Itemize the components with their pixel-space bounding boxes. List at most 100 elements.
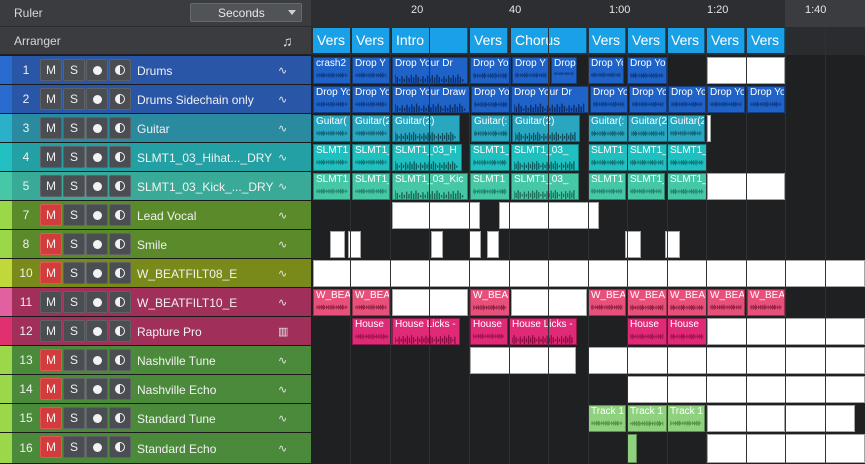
empty-clip[interactable] — [785, 405, 855, 432]
track-name[interactable]: Lead Vocal — [137, 208, 197, 223]
audio-clip[interactable]: Guitar( — [313, 115, 351, 142]
audio-clip[interactable]: Drop Yo — [551, 57, 577, 84]
arranger-section[interactable]: Chorus — [511, 28, 587, 53]
audio-clip[interactable]: Drop Yo — [707, 86, 745, 113]
track-header[interactable]: 12 M S Rapture Pro ▥ — [0, 317, 311, 346]
audio-clip[interactable]: Guitar(2 — [628, 115, 668, 142]
audio-clip[interactable]: SLMT1_03_Kic — [392, 173, 468, 200]
audio-clip[interactable]: Drop Your Dr — [511, 86, 589, 113]
monitor-button[interactable] — [109, 262, 131, 284]
arranger-section[interactable]: Vers — [747, 28, 785, 53]
solo-button[interactable]: S — [63, 175, 85, 197]
solo-button[interactable]: S — [63, 407, 85, 429]
midi-clip[interactable]: House Licks - — [392, 318, 460, 345]
audio-clip[interactable]: Drop Yo — [313, 86, 351, 113]
track-header[interactable]: 13 M S Nashville Tune ∿ — [0, 346, 311, 375]
solo-button[interactable]: S — [63, 204, 85, 226]
track-name[interactable]: Smile — [137, 237, 168, 252]
mute-button[interactable]: M — [40, 146, 62, 168]
mute-button[interactable]: M — [40, 407, 62, 429]
audio-clip[interactable]: SLMT1_03_ — [511, 173, 579, 200]
mute-button[interactable]: M — [40, 59, 62, 81]
arranger-section[interactable]: Vers — [628, 28, 666, 53]
mute-button[interactable]: M — [40, 204, 62, 226]
track-color-strip[interactable] — [0, 143, 12, 171]
track-name[interactable]: W_BEATFILT10_E — [137, 295, 238, 310]
solo-button[interactable]: S — [63, 320, 85, 342]
audio-clip[interactable]: SLMT1_ — [470, 144, 510, 171]
record-arm-button[interactable] — [86, 262, 108, 284]
midi-clip[interactable]: House — [627, 318, 667, 345]
track-header[interactable]: 8 M S Smile ∿ — [0, 230, 311, 259]
record-arm-button[interactable] — [86, 436, 108, 458]
track-name[interactable]: W_BEATFILT08_E — [137, 266, 238, 281]
record-arm-button[interactable] — [86, 320, 108, 342]
track-color-strip[interactable] — [0, 288, 12, 316]
audio-clip[interactable]: SLMT1_ — [627, 144, 667, 171]
record-arm-button[interactable] — [86, 117, 108, 139]
audio-clip[interactable]: Guitar(: — [471, 115, 511, 142]
mute-button[interactable]: M — [40, 175, 62, 197]
empty-clip[interactable] — [313, 260, 865, 287]
monitor-button[interactable] — [109, 175, 131, 197]
record-arm-button[interactable] — [86, 175, 108, 197]
audio-clip[interactable]: Guitar(2 — [667, 115, 705, 142]
monitor-button[interactable] — [109, 349, 131, 371]
monitor-button[interactable] — [109, 378, 131, 400]
midi-clip[interactable]: House — [352, 318, 392, 345]
track-name[interactable]: Guitar — [137, 121, 170, 136]
track-header[interactable]: 14 M S Nashville Echo ∿ — [0, 375, 311, 404]
track-color-strip[interactable] — [0, 85, 12, 113]
empty-clip[interactable] — [431, 231, 443, 258]
arranger-section[interactable]: Vers — [352, 28, 390, 53]
audio-clip[interactable]: Drop Yo — [627, 57, 667, 84]
solo-button[interactable]: S — [63, 233, 85, 255]
track-color-strip[interactable] — [0, 375, 12, 403]
audio-clip[interactable]: SLMT1_ — [352, 173, 390, 200]
record-arm-button[interactable] — [86, 378, 108, 400]
track-name[interactable]: Nashville Tune — [137, 353, 216, 368]
audio-clip[interactable]: Guitar(2) — [512, 115, 580, 142]
music-note-icon[interactable]: ♫ — [282, 33, 293, 49]
track-header[interactable]: 2 M S Drums Sidechain only ∿ — [0, 85, 311, 114]
record-arm-button[interactable] — [86, 349, 108, 371]
audio-clip[interactable]: W_BEA — [747, 289, 785, 316]
solo-button[interactable]: S — [63, 291, 85, 313]
audio-clip[interactable]: Guitar(: — [588, 115, 628, 142]
mute-button[interactable]: M — [40, 233, 62, 255]
audio-clip[interactable]: Drop Your Dr — [392, 57, 468, 84]
empty-clip[interactable] — [707, 318, 865, 345]
audio-clip[interactable]: Drop Yo — [590, 86, 628, 113]
empty-clip[interactable] — [665, 231, 680, 258]
monitor-button[interactable] — [109, 204, 131, 226]
track-name[interactable]: Nashville Echo — [137, 382, 217, 397]
audio-clip[interactable]: Track 1 — [627, 405, 667, 432]
track-name[interactable]: Drums — [137, 63, 173, 78]
mute-button[interactable]: M — [40, 291, 62, 313]
mute-button[interactable]: M — [40, 436, 62, 458]
solo-button[interactable]: S — [63, 349, 85, 371]
audio-clip[interactable]: Drop Y — [512, 57, 550, 84]
arranger-section[interactable]: Vers — [588, 28, 626, 53]
audio-clip[interactable]: W_BEA — [667, 289, 707, 316]
arranger-section[interactable]: Vers — [667, 28, 705, 53]
empty-clip[interactable] — [707, 115, 711, 142]
audio-clip[interactable]: Drop Yo — [470, 57, 511, 84]
record-arm-button[interactable] — [86, 291, 108, 313]
mute-button[interactable]: M — [40, 378, 62, 400]
track-color-strip[interactable] — [0, 201, 12, 229]
solo-button[interactable]: S — [63, 262, 85, 284]
audio-clip[interactable]: Guitar(2 — [352, 115, 390, 142]
audio-clip[interactable]: SLMT1 — [588, 173, 626, 200]
arranger-section[interactable]: Vers — [707, 28, 745, 53]
midi-clip[interactable]: House — [667, 318, 707, 345]
audio-clip[interactable]: Drop Yo — [629, 86, 667, 113]
empty-clip[interactable] — [588, 347, 865, 374]
empty-clip[interactable] — [470, 347, 576, 374]
record-arm-button[interactable] — [86, 233, 108, 255]
track-color-strip[interactable] — [0, 317, 12, 345]
track-header[interactable]: 1 M S Drums ∿ — [0, 56, 311, 85]
audio-clip[interactable]: Drop Yo — [668, 86, 706, 113]
mute-button[interactable]: M — [40, 117, 62, 139]
audio-clip[interactable]: SLMT1 — [470, 173, 510, 200]
